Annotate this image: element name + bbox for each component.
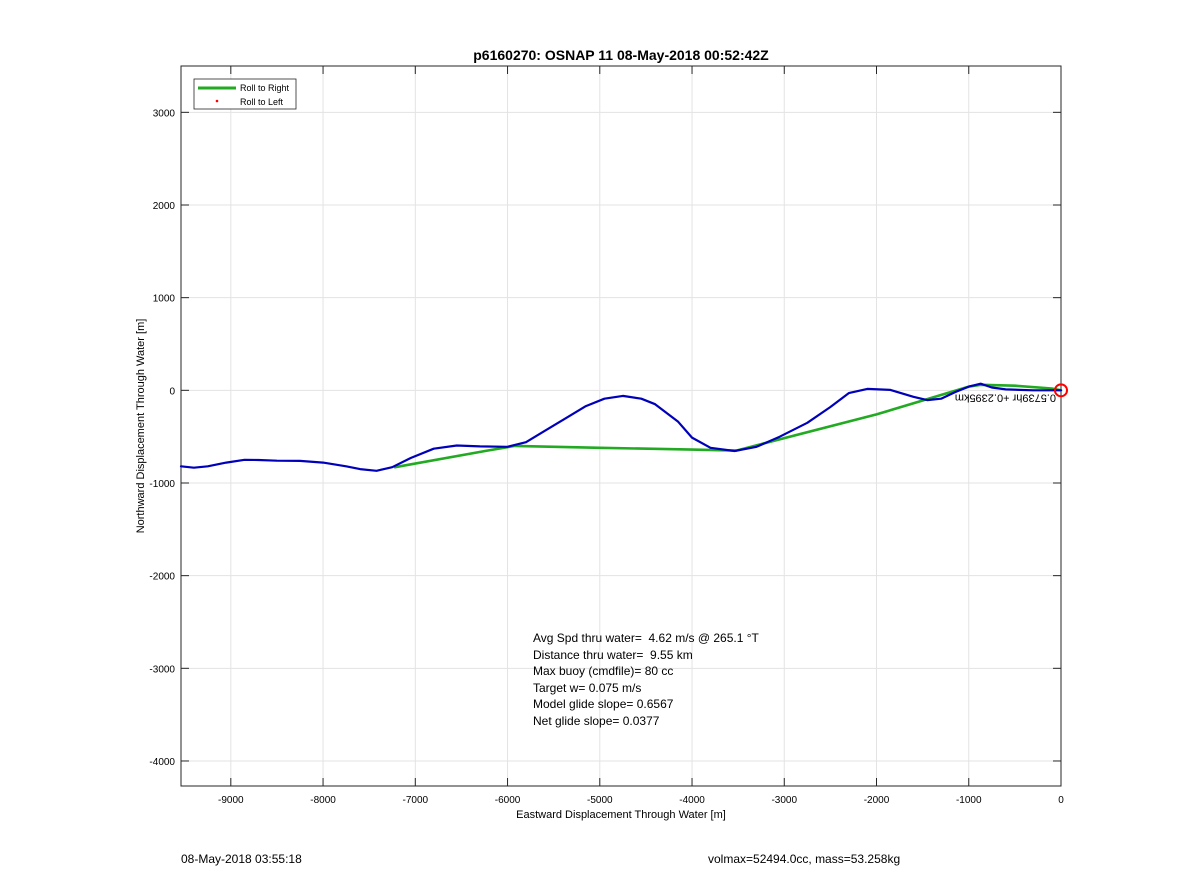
series-track-line (179, 382, 1063, 472)
x-tick-label: -9000 (218, 795, 244, 806)
legend-label-roll-right: Roll to Right (240, 83, 290, 93)
y-tick-label: -1000 (149, 479, 175, 490)
annotation-layer: 0.5739hr +0.2395km (955, 383, 1068, 403)
x-tick-label: -4000 (679, 795, 705, 806)
stat-model-glide-slope: Model glide slope= 0.6567 (533, 697, 674, 711)
y-tick-label: -4000 (149, 757, 175, 768)
x-tick-label: -7000 (403, 795, 429, 806)
y-tick-label: 3000 (153, 108, 176, 119)
stat-net-glide-slope: Net glide slope= 0.0377 (533, 713, 660, 728)
stat-distance: Distance thru water= 9.55 km (533, 647, 693, 662)
rotated-annotation: 0.5739hr +0.2395km (955, 391, 1056, 403)
x-tick-label: -5000 (587, 795, 613, 806)
y-tick-label: 2000 (153, 201, 176, 212)
stat-target-w: Target w= 0.075 m/s (533, 680, 642, 695)
chart-title: p6160270: OSNAP 11 08-May-2018 00:52:42Z (473, 47, 769, 63)
series-layer (179, 382, 1063, 472)
x-tick-label: -3000 (771, 795, 797, 806)
stats-block: Avg Spd thru water= 4.62 m/s @ 265.1 °T … (533, 630, 759, 729)
y-tick-label: -3000 (149, 664, 175, 675)
stat-max-buoy: Max buoy (cmdfile)= 80 cc (533, 664, 674, 678)
y-tick-label: 1000 (153, 294, 176, 305)
legend-label-roll-left: Roll to Left (240, 97, 284, 107)
x-tick-label: -1000 (956, 795, 982, 806)
legend-box (193, 78, 297, 110)
y-tick-label: 0 (169, 386, 175, 397)
grid-lines (181, 66, 1062, 786)
axis-ticks: -9000 -8000 -7000 -6000 -5000 -4000 -3000 -2000… (149, 66, 1064, 806)
footer-volmax-mass: volmax=52494.0cc, mass=53.258kg (708, 852, 901, 866)
footer-timestamp: 08-May-2018 03:55:18 (181, 852, 302, 866)
stat-avg-speed: Avg Spd thru water= 4.62 m/s @ 265.1 °T (533, 631, 759, 645)
x-tick-label: -2000 (864, 795, 890, 806)
legend-swatch-roll-left (215, 99, 219, 103)
x-axis-label: Eastward Displacement Through Water [m] (516, 809, 726, 821)
x-tick-label: -8000 (310, 795, 336, 806)
legend: Roll to Right Roll to Left (193, 78, 297, 110)
y-tick-label: -2000 (149, 572, 175, 583)
end-marker-circle (1054, 383, 1068, 398)
axes-box (180, 65, 1062, 787)
x-tick-label: -6000 (495, 795, 521, 806)
x-tick-label: 0 (1058, 795, 1064, 806)
y-axis-label: Northward Displacement Through Water [m] (135, 319, 147, 534)
